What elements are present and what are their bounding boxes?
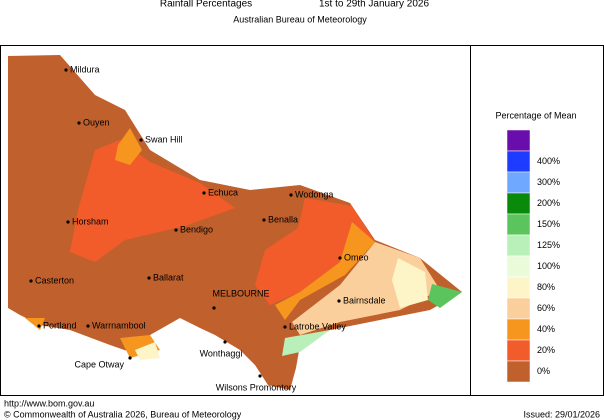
place-dot xyxy=(29,279,33,283)
place-label: Echuca xyxy=(208,187,238,197)
places: Mildura Ouyen Swan Hill Echuca Wodonga Horsha… xyxy=(29,64,386,392)
region xyxy=(115,128,142,165)
place-dot xyxy=(128,356,132,360)
region xyxy=(275,222,375,320)
legend-label: 150% xyxy=(537,219,560,229)
place-dot xyxy=(283,325,287,329)
place-dot xyxy=(289,193,293,197)
place-label: Omeo xyxy=(344,252,369,262)
legend-label: 200% xyxy=(537,198,560,208)
place-label: Mildura xyxy=(70,64,100,74)
place-label: Casterton xyxy=(35,275,74,285)
region xyxy=(25,318,160,358)
regions xyxy=(8,55,462,390)
place-label: Cape Otway xyxy=(74,359,124,369)
place-dot xyxy=(64,68,68,72)
place-dot xyxy=(202,191,206,195)
legend-swatch xyxy=(506,297,531,320)
legend-swatch xyxy=(506,234,531,257)
legend-swatch xyxy=(506,213,531,236)
region xyxy=(428,284,462,308)
legend-label: 100% xyxy=(537,261,560,271)
place-dot xyxy=(139,138,143,142)
place-dot xyxy=(147,276,151,280)
title: Rainfall Percentages xyxy=(160,0,252,10)
place-dot xyxy=(262,218,266,222)
place-label: Portland xyxy=(43,320,77,330)
footer-url: http://www.bom.gov.au xyxy=(4,398,94,408)
subtitle: Australian Bureau of Meteorology xyxy=(233,14,367,24)
period: 1st to 29th January 2026 xyxy=(319,0,430,10)
legend-swatch xyxy=(506,276,531,299)
place-label: Benalla xyxy=(268,214,298,224)
legend-label: 60% xyxy=(537,303,555,313)
legend-label: 40% xyxy=(537,324,555,334)
legend-swatch xyxy=(506,318,531,341)
place-label: Swan Hill xyxy=(145,134,183,144)
place-dot xyxy=(37,324,41,328)
legend-swatch xyxy=(506,171,531,194)
place-dot xyxy=(174,228,178,232)
legend-frame xyxy=(470,45,604,396)
legend: 400% 300% 200% 150% 125% 100% 80% 60% 40% 20% 0% xyxy=(506,129,560,383)
legend-swatch xyxy=(506,129,531,152)
place-label: Ouyen xyxy=(83,117,110,127)
legend-swatch xyxy=(506,339,531,362)
region xyxy=(135,342,160,360)
legend-swatch xyxy=(506,360,531,383)
legend-swatch xyxy=(506,255,531,278)
place-dot xyxy=(337,299,341,303)
place-label: Wodonga xyxy=(295,189,333,199)
place-dot xyxy=(212,306,216,310)
legend-swatch xyxy=(506,150,531,173)
place-label: Ballarat xyxy=(153,272,184,282)
legend-label: 0% xyxy=(537,366,550,376)
legend-title: Percentage of Mean xyxy=(495,110,576,120)
footer-copyright: © Commonwealth of Australia 2026, Bureau… xyxy=(4,409,242,419)
place-label: Bairnsdale xyxy=(343,295,386,305)
region xyxy=(255,198,375,305)
legend-label: 400% xyxy=(537,156,560,166)
region xyxy=(282,330,330,356)
place-label: Horsham xyxy=(72,216,109,226)
place-dot xyxy=(77,121,81,125)
place-label: Bendigo xyxy=(180,224,213,234)
footer-issued: Issued: 29/01/2026 xyxy=(523,409,600,419)
legend-label: 125% xyxy=(537,240,560,250)
region xyxy=(70,140,235,262)
place-dot xyxy=(223,340,227,344)
place-dot xyxy=(338,256,342,260)
place-dot xyxy=(86,324,90,328)
place-dot xyxy=(258,374,262,378)
legend-label: 20% xyxy=(537,345,555,355)
place-label: Warrnambool xyxy=(92,320,146,330)
region xyxy=(392,258,428,308)
place-label: Wonthaggi xyxy=(200,348,243,358)
place-label: MELBOURNE xyxy=(212,288,269,298)
legend-swatch xyxy=(506,192,531,215)
place-label: Latrobe Valley xyxy=(289,321,346,331)
legend-label: 300% xyxy=(537,177,560,187)
legend-label: 80% xyxy=(537,282,555,292)
place-dot xyxy=(66,220,70,224)
place-label: Wilsons Promontory xyxy=(216,382,297,392)
